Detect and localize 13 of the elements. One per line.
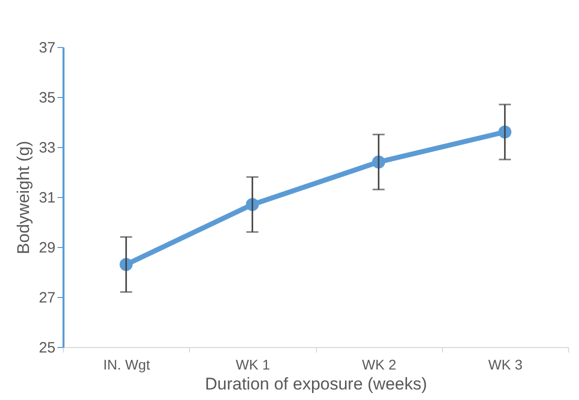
y-axis-title: Bodyweight (g) (14, 140, 33, 254)
y-tick-label: 29 (38, 240, 56, 256)
y-tick-label: 35 (38, 90, 56, 106)
y-tick-label: 27 (38, 290, 56, 306)
y-tick-label: 37 (38, 40, 56, 56)
y-tick-label: 25 (38, 340, 56, 356)
x-tick-label: IN. Wgt (103, 356, 150, 372)
x-axis-title: Duration of exposure (weeks) (204, 374, 428, 394)
x-tick-label: WK 1 (236, 356, 270, 372)
y-tick-label: 33 (38, 140, 56, 156)
y-tick-label: 31 (38, 190, 56, 206)
x-tick-label: WK 2 (362, 356, 396, 372)
x-tick-label: WK 3 (488, 356, 523, 372)
